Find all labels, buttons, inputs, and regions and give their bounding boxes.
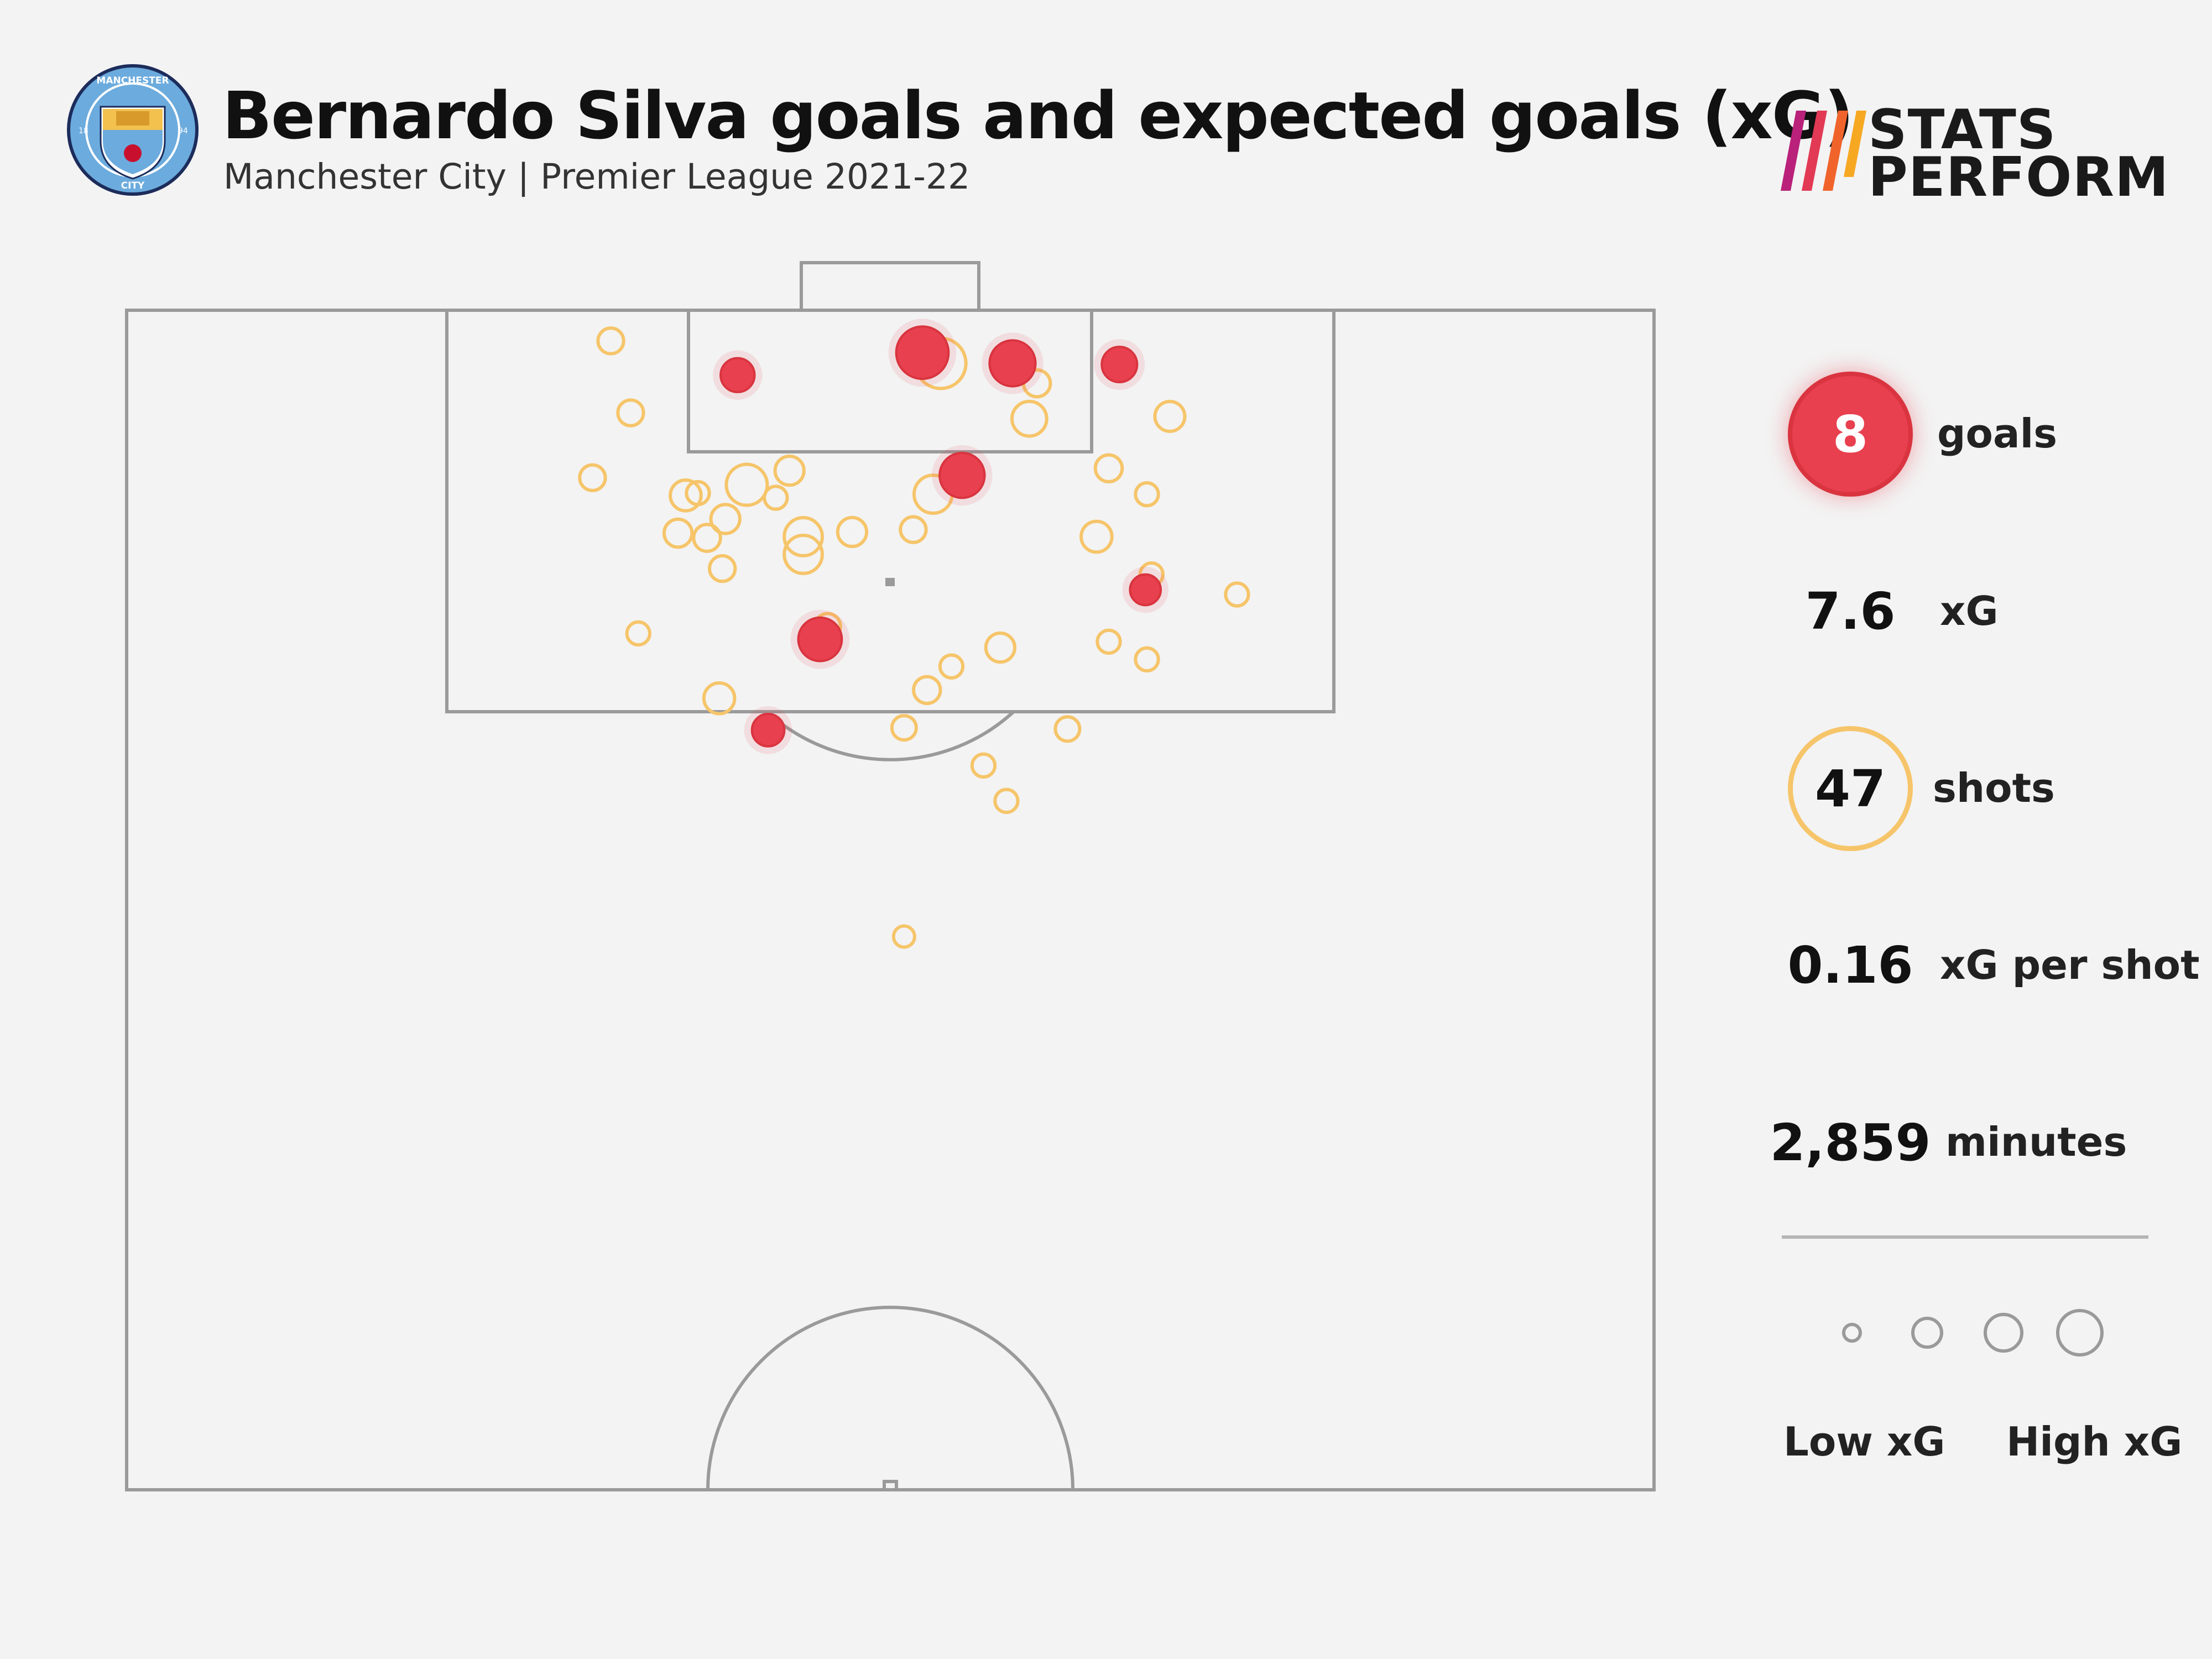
shot-marker [763,484,789,511]
goal-marker [719,357,756,394]
shot-marker [912,675,942,706]
xg-per-shot-label: xG per shot [1940,942,2200,988]
shot-marker [685,479,711,507]
shot-marker [993,787,1020,814]
legend-high-label: High xG [2006,1418,2183,1465]
shot-marker [596,326,625,356]
brand-line1: STATS [1868,98,2057,161]
shot-marker [616,398,645,427]
six-yard-box [687,309,1093,453]
shot-marker [773,454,806,487]
goal-marker [988,339,1037,388]
shot-marker [970,752,997,779]
goals-value: 8 [1832,405,1868,464]
minutes-label: minutes [1945,1119,2127,1165]
shot-marker [899,515,928,544]
shot-marker [1224,581,1250,608]
penalty-arc [765,710,1015,761]
goal-marker [1129,573,1162,607]
legend-size-1 [1842,1323,1862,1343]
shot-marker [578,463,607,493]
shot-marker [1079,519,1114,554]
shots-label: shots [1933,765,2055,811]
penalty-spot [885,578,895,586]
shot-marker [669,478,703,513]
crest-text-top: MANCHESTER [96,75,169,86]
shot-marker [1053,715,1082,743]
chart-title: Bernardo Silva goals and expected goals … [222,77,1854,154]
centre-circle [706,1306,1074,1490]
shot-marker [662,517,694,549]
legend-low-label: Low xG [1783,1418,1945,1465]
shot-marker [692,523,722,553]
legend-size-3 [1984,1313,2023,1353]
brand-line2: PERFORM [1868,146,2169,209]
shot-marker [1134,481,1160,508]
legend-size-4 [2056,1309,2104,1357]
xg-per-shot-value: 0.16 [1787,936,1913,995]
goals-layer [713,319,1169,754]
chart-subtitle: Manchester City | Premier League 2021-22 [223,156,971,197]
shot-marker [836,515,869,549]
shot-marker [1153,399,1187,433]
crest-year-left: 18 [79,127,88,135]
minutes-value: 2,859 [1770,1113,1931,1172]
shot-marker [1093,453,1124,484]
shot-marker [1010,399,1048,438]
goal-marker [797,616,843,662]
shot-marker [782,516,824,557]
centre-spot [883,1480,898,1491]
goals-label: goals [1937,410,2058,457]
shot-marker [625,620,651,647]
shot-marker [709,503,742,535]
shots-badge [1788,726,1913,851]
goal-marker [938,451,986,499]
legend-size-2 [1911,1317,1943,1349]
shot-marker [707,554,737,583]
goal-marker [1100,346,1139,384]
shot-marker [890,714,918,742]
manchester-city-crest-icon: MANCHESTER CITY 18 94 [67,64,199,196]
pitch-lines [125,261,1656,1491]
shot-marker [782,534,824,575]
goal-marker [895,325,950,380]
shot-marker [1134,646,1160,673]
shot-marker [724,462,769,507]
shot-marker [702,681,737,716]
shots-value: 47 [1814,759,1886,818]
shot-marker [1095,628,1122,655]
crest-text-bottom: CITY [121,180,145,191]
shot-marker [891,924,916,949]
xg-value: 7.6 [1805,582,1896,641]
goal-marker [750,713,786,748]
stats-perform-logo-icon [1781,111,1866,191]
xg-label: xG [1940,588,1999,634]
crest-year-right: 94 [178,127,188,135]
goals-badge [1788,372,1913,497]
shot-marker [938,653,965,680]
shot-marker [984,631,1017,664]
